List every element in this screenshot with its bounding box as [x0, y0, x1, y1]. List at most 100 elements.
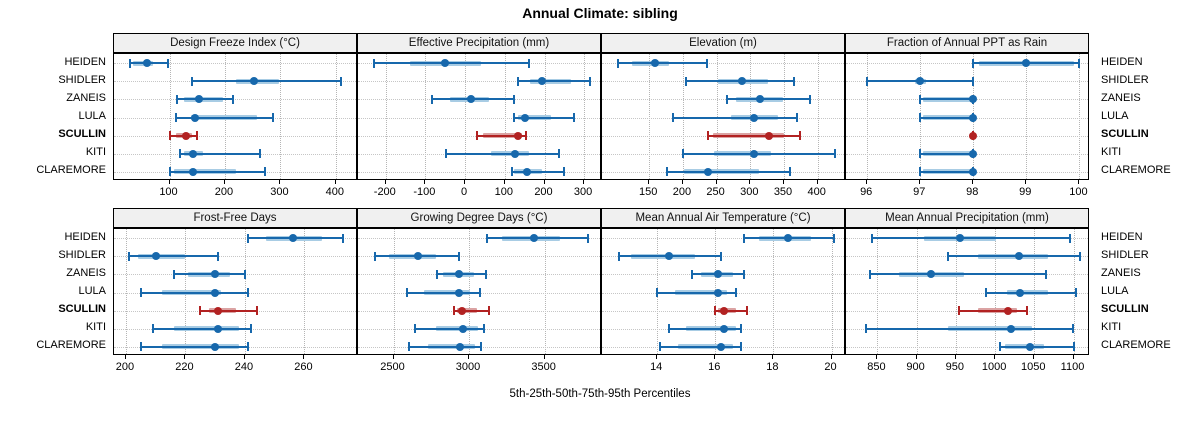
- median-dot: [530, 234, 538, 243]
- whisker-cap: [172, 269, 175, 279]
- whisker-cap: [340, 76, 343, 86]
- whisker-cap: [725, 94, 728, 104]
- whisker-cap: [452, 306, 455, 316]
- percentile-row-scullin: [358, 54, 600, 179]
- whisker-cap: [799, 131, 802, 141]
- x-tick-label: 300: [740, 186, 759, 198]
- whisker-cap: [720, 251, 723, 261]
- x-tick-label: 16: [708, 361, 721, 373]
- whisker-cap: [671, 113, 674, 122]
- whisker-cap: [740, 342, 743, 352]
- whisker-line: [660, 345, 742, 348]
- median-dot: [211, 342, 220, 351]
- whisker-cap: [246, 342, 249, 352]
- median-dot: [211, 288, 220, 297]
- whisker-line: [200, 309, 257, 312]
- panel-title: Effective Precipitation (mm): [408, 37, 550, 49]
- panel-title: Elevation (m): [689, 37, 757, 49]
- median-dot: [783, 234, 792, 243]
- whisker-cap: [618, 251, 621, 261]
- percentile-row-heiden: [358, 229, 600, 354]
- row-gridline: [846, 63, 1088, 65]
- row-gridline: [114, 63, 356, 65]
- site-label-right-kiti: KITI: [1101, 321, 1122, 334]
- x-tick-label: 220: [175, 361, 194, 373]
- whisker-cap: [342, 233, 345, 243]
- panel-plot-mean-annual-air-temperature-c: [601, 228, 845, 355]
- site-label-right-kiti: KITI: [1101, 146, 1122, 159]
- x-gridline: [1079, 54, 1081, 179]
- median-dot: [454, 270, 463, 279]
- whisker-cap: [139, 288, 142, 297]
- median-dot: [441, 59, 450, 68]
- percentile-row-heiden: [358, 54, 600, 179]
- x-tick-mark: [866, 180, 868, 184]
- x-tick-label: 260: [294, 361, 313, 373]
- site-label-left-scullin: SCULLIN: [58, 128, 106, 141]
- whisker-cap: [444, 149, 447, 159]
- whisker-cap: [714, 306, 717, 316]
- median-dot: [650, 59, 659, 68]
- whisker-cap: [139, 342, 142, 352]
- whisker-line: [511, 170, 565, 173]
- percentile-row-shidler: [846, 54, 1088, 179]
- whisker-cap: [167, 58, 170, 68]
- whisker-cap: [483, 324, 486, 334]
- percentile-row-heiden: [846, 229, 1088, 354]
- percentile-row-kiti: [846, 229, 1088, 354]
- panel-plot-elevation-m: [601, 53, 845, 180]
- whisker-cap: [589, 76, 592, 86]
- median-dot: [214, 306, 223, 315]
- median-dot: [454, 288, 463, 297]
- whisker-line: [682, 152, 835, 155]
- x-gridline: [465, 54, 467, 179]
- x-tick-label: 20: [824, 361, 837, 373]
- percentile-row-shidler: [602, 229, 844, 354]
- whisker-line: [477, 134, 527, 137]
- median-dot: [182, 131, 191, 140]
- whisker-line: [920, 98, 974, 101]
- whisker-cap: [196, 131, 199, 141]
- site-label-left-zaneis: ZANEIS: [66, 266, 106, 279]
- site-label-right-shidler: SHIDLER: [1101, 248, 1149, 261]
- whisker-cap: [706, 131, 709, 141]
- x-tick-mark: [648, 180, 650, 184]
- whisker-cap: [484, 269, 487, 279]
- x-tick-label: 150: [639, 186, 658, 198]
- x-tick-mark: [1072, 355, 1074, 359]
- x-gridline: [877, 229, 879, 354]
- x-gridline: [1026, 54, 1028, 179]
- x-tick-label: 97: [913, 186, 926, 198]
- x-tick-label: 14: [650, 361, 663, 373]
- median-dot: [191, 113, 199, 122]
- x-tick-label: 250: [706, 186, 725, 198]
- percentile-row-kiti: [358, 229, 600, 354]
- x-gridline: [817, 54, 819, 179]
- whisker-line: [959, 309, 1027, 312]
- whisker-line: [373, 62, 529, 65]
- x-tick-mark: [464, 180, 466, 184]
- whisker-line: [672, 116, 797, 119]
- panel-header-effective-precipitation-mm: Effective Precipitation (mm): [357, 33, 601, 53]
- whisker-line: [920, 116, 974, 119]
- whisker-cap: [998, 342, 1001, 352]
- x-tick-mark: [1033, 355, 1035, 359]
- whisker-cap: [527, 58, 530, 68]
- site-label-right-lula: LULA: [1101, 285, 1129, 297]
- median-dot: [188, 167, 197, 176]
- median-dot: [955, 234, 964, 243]
- x-gridline: [916, 229, 918, 354]
- percentile-row-zaneis: [602, 54, 844, 179]
- x-tick-label: 400: [807, 186, 826, 198]
- whisker-line: [191, 80, 342, 83]
- whisker-cap: [263, 167, 266, 177]
- whisker-cap: [587, 233, 590, 243]
- whisker-cap: [870, 233, 873, 243]
- x-tick-mark: [915, 355, 917, 359]
- x-gridline: [831, 229, 833, 354]
- whisker-cap: [1071, 324, 1074, 334]
- median-dot: [459, 324, 467, 333]
- whisker-cap: [525, 131, 528, 141]
- percentile-row-claremore: [358, 229, 600, 354]
- median-dot: [211, 270, 220, 279]
